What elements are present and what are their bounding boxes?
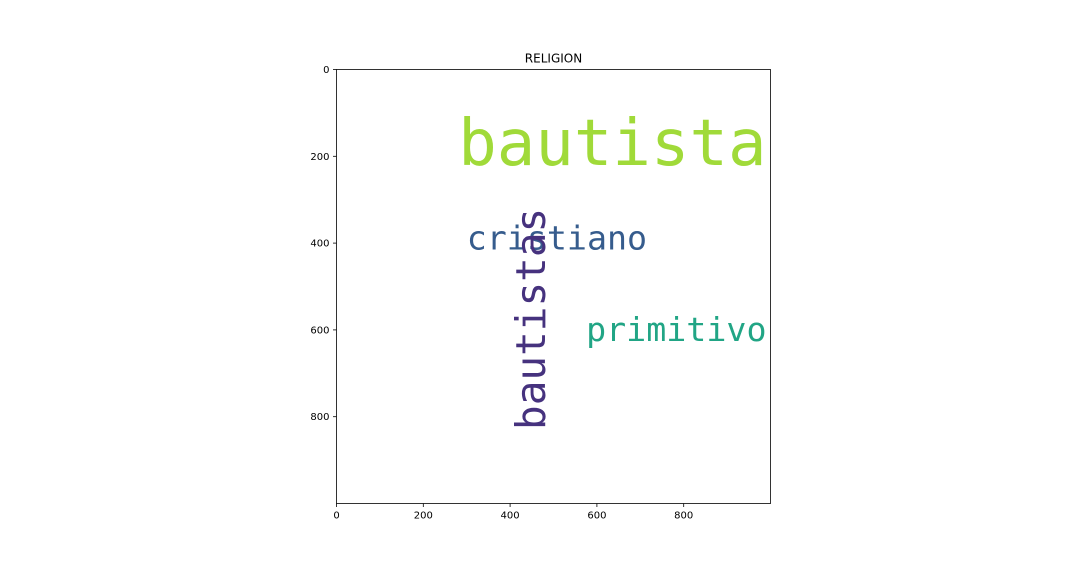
y-tick-label: 0 (323, 65, 329, 76)
y-axis-ticks: 0 200 400 600 800 (310, 65, 337, 423)
x-tick-label: 200 (414, 511, 433, 522)
axes-frame (336, 69, 771, 504)
word-primitivo: primitivo (586, 310, 766, 349)
word-bautistas: bautistas (507, 208, 555, 430)
word-bautista: bautista (458, 107, 766, 181)
x-tick-label: 400 (501, 511, 520, 522)
chart-title: RELIGION (525, 52, 582, 66)
x-axis-ticks: 0 200 400 600 800 (333, 503, 693, 522)
word-cloud-words: bautista cristiano primitivo bautistas (458, 107, 766, 430)
word-cristiano: cristiano (467, 219, 647, 258)
x-tick-label: 600 (587, 511, 606, 522)
y-tick-label: 400 (310, 239, 329, 250)
x-tick-label: 800 (674, 511, 693, 522)
y-tick-label: 600 (310, 325, 329, 336)
y-tick-label: 200 (310, 152, 329, 163)
x-tick-label: 0 (333, 511, 339, 522)
y-tick-label: 800 (310, 412, 329, 423)
